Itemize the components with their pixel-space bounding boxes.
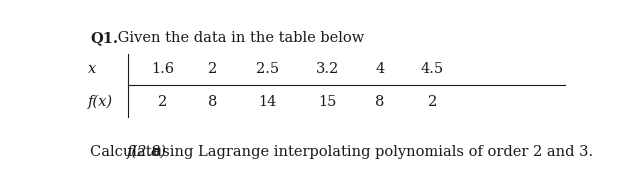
Text: 8: 8 [375, 95, 384, 109]
Text: f(2.8): f(2.8) [127, 145, 167, 159]
Text: 14: 14 [258, 95, 277, 109]
Text: 3.2: 3.2 [316, 62, 339, 76]
Text: 2.5: 2.5 [256, 62, 279, 76]
Text: 4.5: 4.5 [421, 62, 444, 76]
Text: Q1.: Q1. [90, 31, 118, 45]
Text: Given the data in the table below: Given the data in the table below [113, 31, 365, 45]
Text: 1.6: 1.6 [151, 62, 175, 76]
Text: 8: 8 [208, 95, 218, 109]
Text: 4: 4 [375, 62, 384, 76]
Text: 2: 2 [428, 95, 437, 109]
Text: 15: 15 [318, 95, 337, 109]
Text: using Lagrange interpolating polynomials of order 2 and 3.: using Lagrange interpolating polynomials… [148, 145, 593, 159]
Text: 2: 2 [208, 62, 218, 76]
Text: Calculate: Calculate [90, 145, 166, 159]
Text: 2: 2 [158, 95, 167, 109]
Text: x: x [88, 62, 96, 76]
Text: f(x): f(x) [88, 95, 113, 109]
